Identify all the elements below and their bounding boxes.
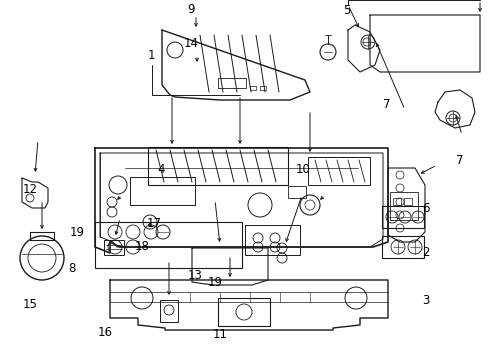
Text: 8: 8 [68,262,76,275]
Text: 17: 17 [146,217,161,230]
Text: 4: 4 [157,163,165,176]
Text: 1: 1 [147,49,155,62]
Text: 7: 7 [382,98,389,111]
Text: 19: 19 [70,226,84,239]
Text: 16: 16 [98,327,112,339]
Bar [389,192,417,220]
Bar [148,147,287,185]
Bar [381,206,423,228]
Text: 11: 11 [212,328,227,341]
Bar [30,232,54,240]
Text: 13: 13 [188,269,203,282]
Bar [218,298,269,326]
Bar [130,177,195,205]
Text: 14: 14 [183,37,198,50]
Text: 18: 18 [134,240,149,253]
Text: 10: 10 [295,163,310,176]
Bar [307,157,369,185]
Text: 2: 2 [421,246,428,258]
Bar [403,198,411,205]
Bar [160,300,178,322]
Text: 19: 19 [207,276,222,289]
Bar [260,86,265,90]
Bar [392,198,400,205]
Text: 12: 12 [23,183,38,195]
Bar [381,236,423,258]
Bar [95,222,242,268]
Text: 5: 5 [343,4,350,17]
Bar [287,186,305,198]
Text: 9: 9 [186,3,194,15]
Text: 7: 7 [455,154,463,167]
Bar [104,240,124,255]
Bar [244,225,299,255]
Text: 6: 6 [421,202,428,215]
Text: 3: 3 [421,294,428,307]
Text: 15: 15 [23,298,38,311]
Bar [249,86,256,90]
Bar [218,78,245,88]
